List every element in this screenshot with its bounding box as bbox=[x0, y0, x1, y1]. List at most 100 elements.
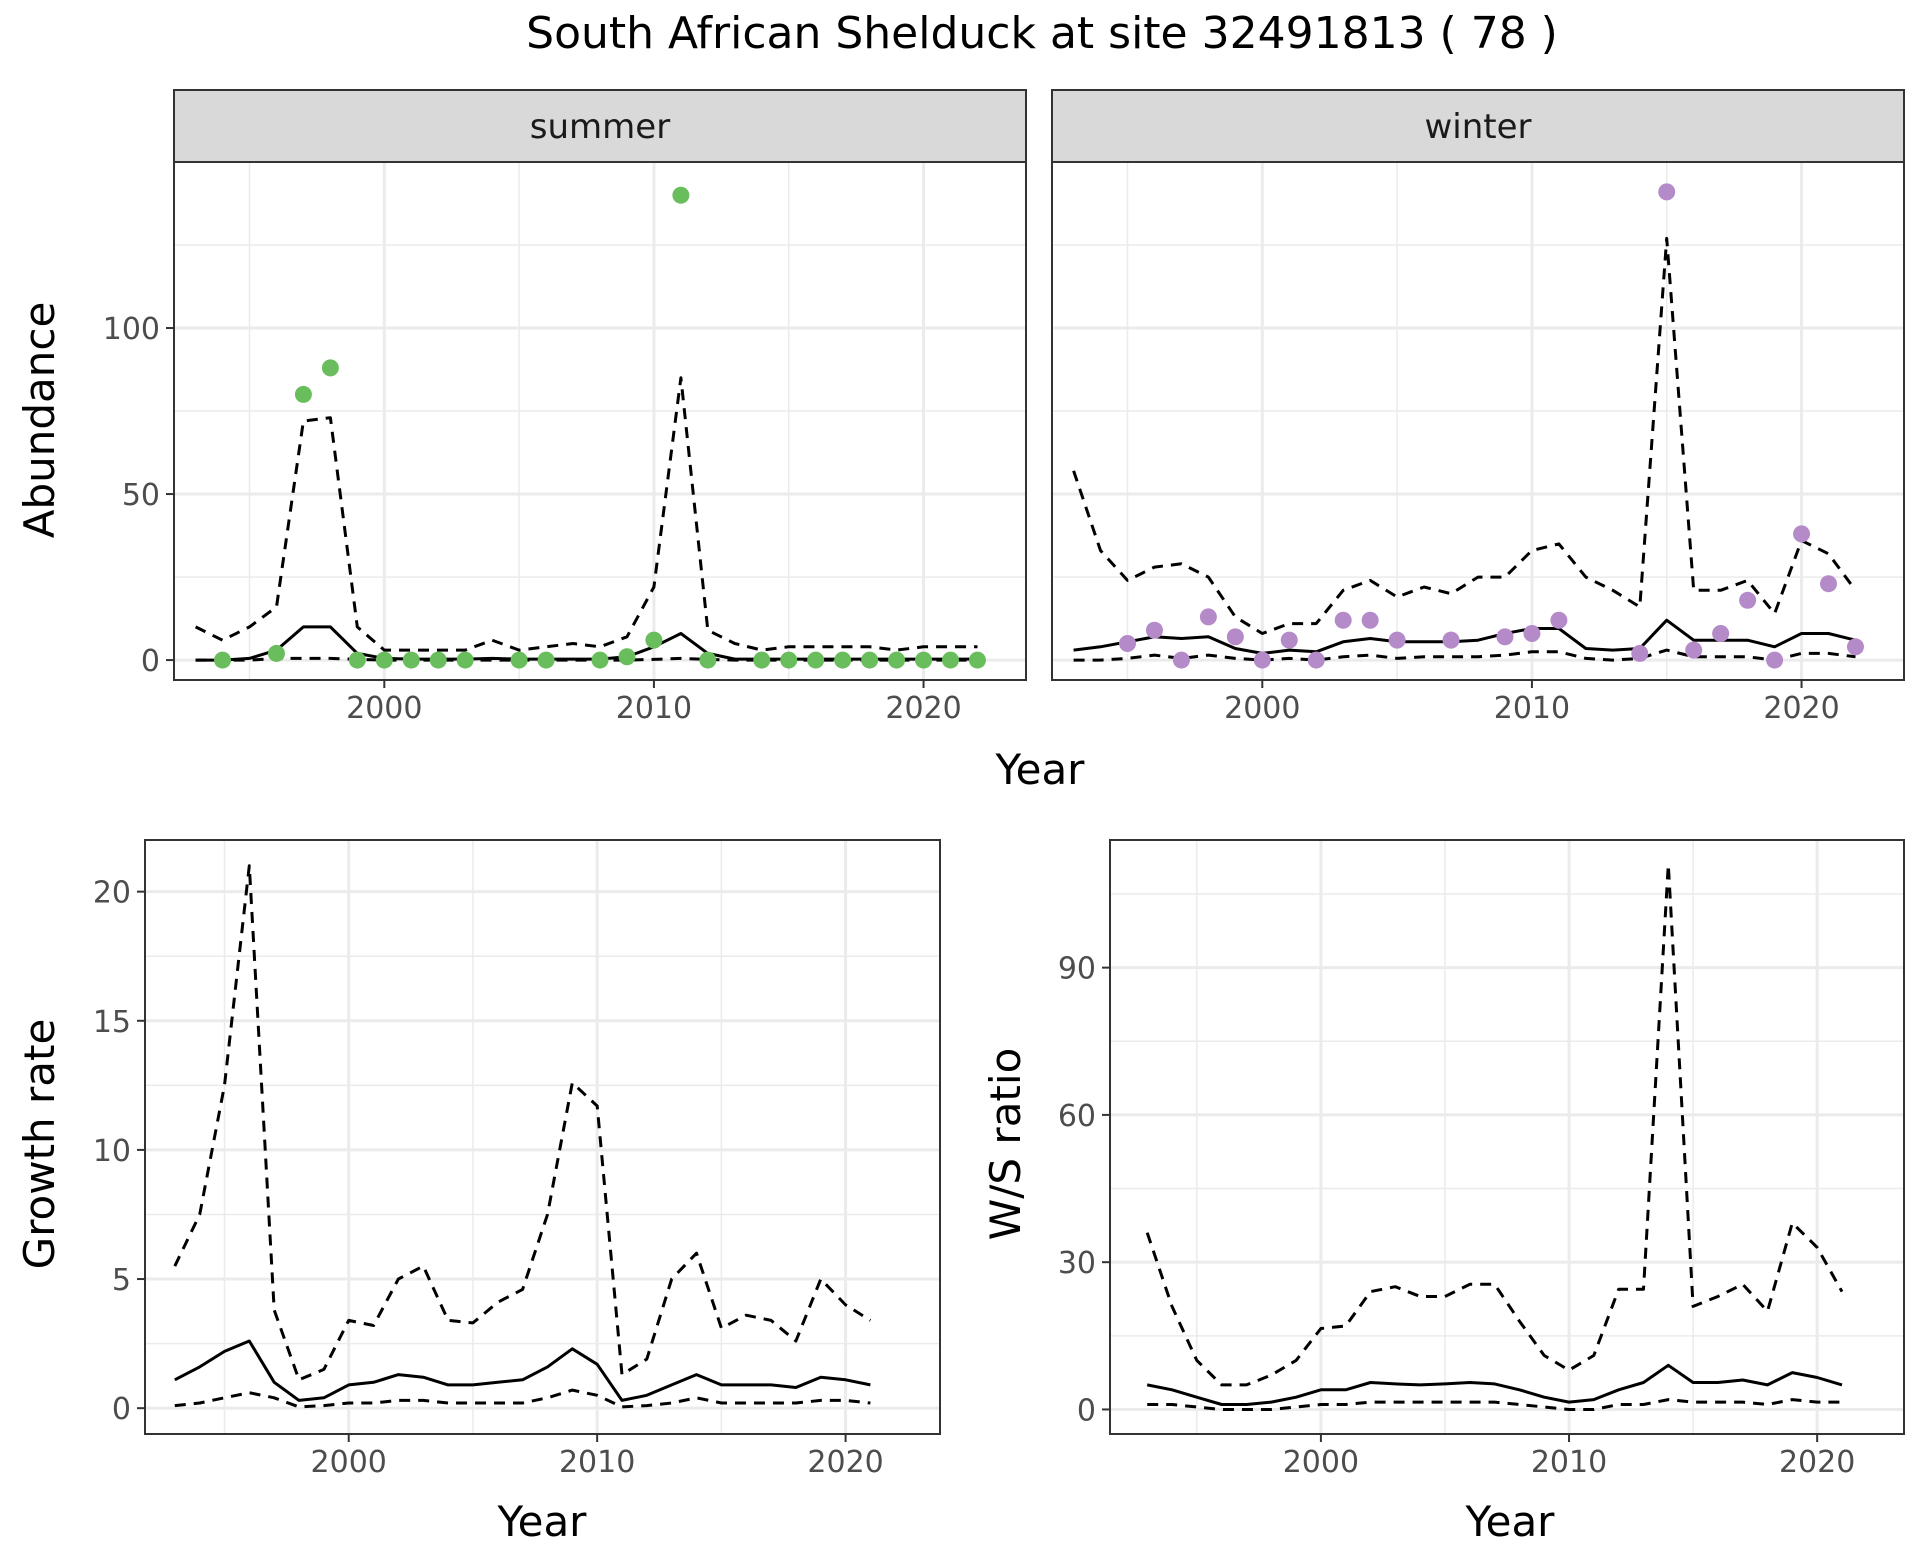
data-point bbox=[429, 651, 447, 669]
x-tick-label: 2010 bbox=[616, 691, 692, 726]
x-tick-label: 2020 bbox=[807, 1445, 883, 1480]
data-point bbox=[1172, 651, 1190, 669]
x-tick-label: 2010 bbox=[1531, 1445, 1607, 1480]
data-point bbox=[672, 186, 690, 204]
panel-winter: 2000 2010 2020 winter bbox=[1051, 89, 1905, 726]
facet-strip-label: summer bbox=[530, 107, 670, 147]
data-point bbox=[456, 651, 474, 669]
x-tick-label: 2010 bbox=[559, 1445, 635, 1480]
data-point bbox=[1685, 641, 1703, 659]
facet-strip bbox=[1051, 89, 1905, 163]
x-tick-label: 2020 bbox=[1763, 691, 1839, 726]
data-point bbox=[1442, 631, 1460, 649]
x-tick-label: 2000 bbox=[1283, 1445, 1359, 1480]
x-axis-title-ws: Year bbox=[1465, 1497, 1556, 1546]
y-axis-title-growth: Growth rate bbox=[15, 1019, 64, 1270]
series-line-upper bbox=[173, 864, 872, 1382]
data-point bbox=[753, 651, 771, 669]
data-point bbox=[968, 651, 986, 669]
data-point bbox=[1361, 611, 1379, 629]
data-point bbox=[1658, 183, 1676, 201]
plot-background bbox=[174, 162, 1026, 680]
data-point bbox=[1199, 608, 1217, 626]
series-line-estimate bbox=[174, 1339, 871, 1402]
data-point bbox=[780, 651, 798, 669]
series-line-estimate bbox=[1146, 1363, 1843, 1406]
x-tick-label: 2010 bbox=[1494, 691, 1570, 726]
y-tick-label: 50 bbox=[122, 478, 160, 513]
data-point bbox=[214, 651, 232, 669]
data-point bbox=[1712, 625, 1730, 643]
data-point bbox=[1280, 631, 1298, 649]
x-tick-label: 2000 bbox=[346, 691, 422, 726]
panel-ws-ratio: 2000 2010 2020 0 30 60 90 bbox=[1058, 839, 1905, 1480]
data-point bbox=[618, 648, 636, 666]
data-point bbox=[510, 651, 528, 669]
data-point bbox=[888, 651, 906, 669]
x-tick-label: 2020 bbox=[1779, 1445, 1855, 1480]
data-point bbox=[1739, 591, 1757, 609]
series-line-upper bbox=[1072, 236, 1857, 635]
data-point bbox=[1631, 644, 1649, 662]
data-point bbox=[1307, 651, 1325, 669]
data-point bbox=[1550, 611, 1568, 629]
y-tick-label: 20 bbox=[93, 876, 131, 911]
data-point bbox=[348, 651, 366, 669]
data-point bbox=[1523, 625, 1541, 643]
series-line-lower bbox=[1073, 648, 1856, 662]
series-line-upper bbox=[1145, 863, 1844, 1387]
data-point bbox=[321, 359, 339, 377]
plot-background bbox=[145, 840, 940, 1434]
data-point bbox=[1496, 628, 1514, 646]
data-point bbox=[699, 651, 717, 669]
y-tick-label: 60 bbox=[1058, 1099, 1096, 1134]
data-point bbox=[1226, 628, 1244, 646]
facet-strip bbox=[173, 89, 1027, 163]
series-line-lower bbox=[1147, 1398, 1842, 1411]
data-point bbox=[294, 385, 312, 403]
y-tick-label: 30 bbox=[1058, 1246, 1096, 1281]
data-point bbox=[807, 651, 825, 669]
data-point bbox=[1820, 575, 1838, 593]
y-axis-title-abundance: Abundance bbox=[15, 302, 64, 539]
y-tick-label: 100 bbox=[103, 312, 160, 347]
y-tick-label: 0 bbox=[112, 1392, 131, 1427]
data-point bbox=[1388, 631, 1406, 649]
data-point bbox=[1793, 525, 1811, 543]
data-point bbox=[591, 651, 609, 669]
data-point bbox=[942, 651, 960, 669]
y-tick-label: 0 bbox=[1077, 1393, 1096, 1428]
x-tick-label: 2020 bbox=[885, 691, 961, 726]
data-point bbox=[1253, 651, 1271, 669]
data-point bbox=[834, 651, 852, 669]
y-axis-title-ws: W/S ratio bbox=[981, 1048, 1030, 1241]
x-axis-title-growth: Year bbox=[497, 1497, 588, 1546]
data-point bbox=[1766, 651, 1784, 669]
panel-summer: 2000 2010 2020 0 50 100 summer bbox=[103, 89, 1027, 726]
x-tick-label: 2000 bbox=[1224, 691, 1300, 726]
data-point bbox=[537, 651, 555, 669]
panel-border bbox=[144, 839, 941, 1435]
panel-border bbox=[1109, 839, 1905, 1435]
data-point bbox=[1118, 634, 1136, 652]
data-point bbox=[915, 651, 933, 669]
chart-title: South African Shelduck at site 32491813 … bbox=[526, 8, 1558, 59]
data-point bbox=[1145, 621, 1163, 639]
x-tick-label: 2000 bbox=[311, 1445, 387, 1480]
data-point bbox=[402, 651, 420, 669]
y-tick-label: 90 bbox=[1058, 952, 1096, 987]
y-tick-label: 5 bbox=[112, 1263, 131, 1298]
x-axis-title-top: Year bbox=[995, 745, 1086, 794]
series-line-upper bbox=[194, 376, 978, 652]
data-point bbox=[645, 631, 663, 649]
y-tick-label: 0 bbox=[141, 644, 160, 679]
panel-growth: 2000 2010 2020 0 5 10 15 20 bbox=[93, 839, 941, 1480]
plot-background bbox=[1110, 840, 1904, 1434]
data-point bbox=[1846, 638, 1864, 656]
data-point bbox=[375, 651, 393, 669]
y-tick-label: 15 bbox=[93, 1005, 131, 1040]
data-point bbox=[861, 651, 879, 669]
facet-strip-label: winter bbox=[1424, 107, 1531, 147]
plot-background bbox=[1052, 162, 1904, 680]
